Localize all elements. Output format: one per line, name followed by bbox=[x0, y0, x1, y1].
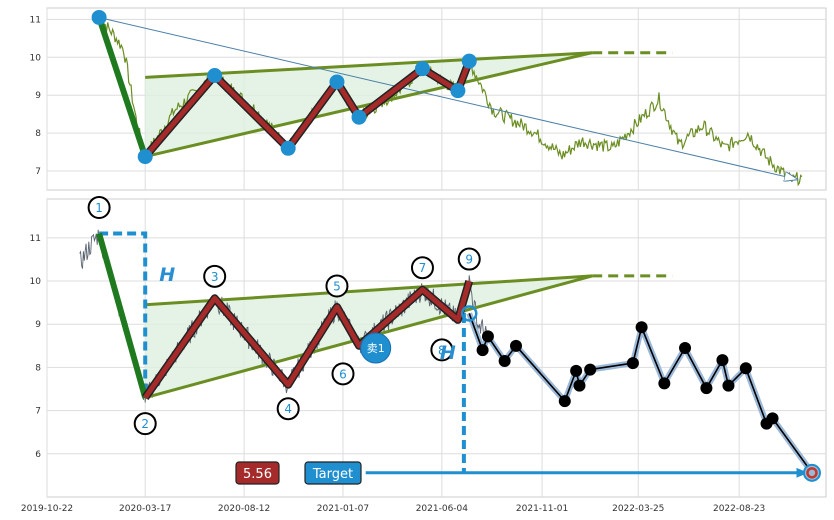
top-y-tick-label: 10 bbox=[30, 53, 42, 63]
forecast-point bbox=[476, 344, 489, 357]
x-tick-label: 2021-06-04 bbox=[416, 504, 469, 514]
x-tick-label: 2019-10-22 bbox=[21, 504, 73, 514]
wave-label-circle bbox=[276, 397, 300, 421]
forecast-point bbox=[498, 354, 511, 367]
wave-label-circle bbox=[133, 412, 157, 436]
wave-label: 7 bbox=[419, 261, 427, 275]
bottom-price-line bbox=[79, 229, 488, 403]
bottom-y-tick-label: 9 bbox=[35, 320, 41, 330]
value-badge: 5.56 bbox=[235, 461, 280, 485]
top-y-tick-label: 9 bbox=[35, 91, 41, 101]
bottom-y-tick-label: 6 bbox=[35, 450, 41, 460]
target-badge: Target bbox=[304, 461, 362, 485]
wave-label: 9 bbox=[465, 253, 473, 267]
top-pivot-point bbox=[450, 83, 466, 99]
x-tick-label: 2022-08-23 bbox=[713, 504, 765, 514]
wave-label-circle bbox=[325, 274, 349, 298]
forecast-point bbox=[700, 382, 713, 395]
forecast-point bbox=[573, 379, 586, 392]
bottom-y-tick-label: 8 bbox=[35, 363, 41, 373]
wave-label: 4 bbox=[284, 402, 292, 416]
wave-label: 1 bbox=[95, 201, 103, 215]
forecast-point bbox=[570, 364, 583, 377]
top-pivot-point bbox=[461, 53, 477, 69]
x-tick-label: 2021-11-01 bbox=[516, 504, 568, 514]
forecast-point bbox=[558, 395, 571, 408]
top-pivot-point bbox=[91, 9, 107, 25]
forecast-point bbox=[766, 412, 779, 425]
bottom-leg-green bbox=[96, 232, 149, 399]
sell-marker-label: 卖1 bbox=[367, 342, 385, 355]
top-y-tick-label: 8 bbox=[35, 129, 41, 139]
forecast-point bbox=[481, 330, 494, 343]
wave-label: 3 bbox=[211, 270, 219, 284]
top-pivot-point bbox=[207, 67, 223, 83]
h-label-left: H bbox=[159, 264, 175, 286]
top-pivot-point bbox=[137, 149, 153, 165]
x-tick-label: 2022-03-25 bbox=[612, 504, 664, 514]
value-badge-box bbox=[235, 461, 280, 485]
bottom-y-tick-label: 11 bbox=[30, 234, 41, 244]
wave-label-circle bbox=[203, 264, 227, 288]
forecast-start-marker bbox=[460, 305, 478, 322]
top-trend-arrow bbox=[98, 17, 797, 180]
x-tick-label: 2020-08-12 bbox=[218, 504, 270, 514]
forecast-point bbox=[626, 357, 639, 370]
top-pivot-point bbox=[280, 140, 296, 156]
top-y-tick-label: 11 bbox=[30, 15, 41, 25]
top-pivot-point bbox=[351, 109, 367, 125]
forecast-point bbox=[510, 339, 523, 352]
forecast-point bbox=[722, 379, 735, 392]
wave-label-circle bbox=[457, 247, 481, 271]
wave-label: 8 bbox=[438, 343, 446, 357]
target-point-inner bbox=[806, 467, 818, 479]
h-label-right: H bbox=[440, 342, 456, 364]
forecast-point bbox=[584, 363, 597, 376]
forecast-point bbox=[658, 377, 671, 390]
wave-label: 2 bbox=[141, 417, 149, 431]
wave-label-circle bbox=[410, 256, 434, 280]
value-badge-text: 5.56 bbox=[243, 467, 272, 482]
wave-label: 5 bbox=[333, 279, 341, 293]
top-y-tick-label: 7 bbox=[35, 167, 41, 177]
top-pivot-point bbox=[414, 61, 430, 77]
forecast-point bbox=[635, 321, 648, 334]
sell-marker-circle bbox=[360, 332, 392, 364]
target-badge-box bbox=[304, 461, 362, 485]
wave-label-circle bbox=[331, 362, 355, 386]
forecast-point bbox=[739, 362, 752, 375]
wave-label: 6 bbox=[339, 367, 347, 381]
top-leg-green bbox=[96, 16, 149, 158]
x-tick-label: 2020-03-17 bbox=[119, 504, 171, 514]
target-badge-text: Target bbox=[312, 467, 353, 482]
bottom-wave-line bbox=[143, 280, 472, 400]
top-triangle-lower-line bbox=[144, 51, 593, 159]
h-marker-left bbox=[99, 231, 148, 398]
forecast-point bbox=[679, 342, 692, 354]
forecast-point bbox=[716, 354, 729, 367]
top-panel: 7 8 9 10 11 bbox=[30, 7, 827, 191]
x-tick-label: 2021-01-07 bbox=[317, 504, 369, 514]
wave-label-circle bbox=[87, 196, 111, 220]
bottom-y-tick-label: 7 bbox=[35, 407, 41, 417]
top-pivot-point bbox=[329, 74, 345, 90]
wave-label-circle bbox=[430, 338, 454, 362]
bottom-y-tick-label: 10 bbox=[30, 277, 42, 287]
